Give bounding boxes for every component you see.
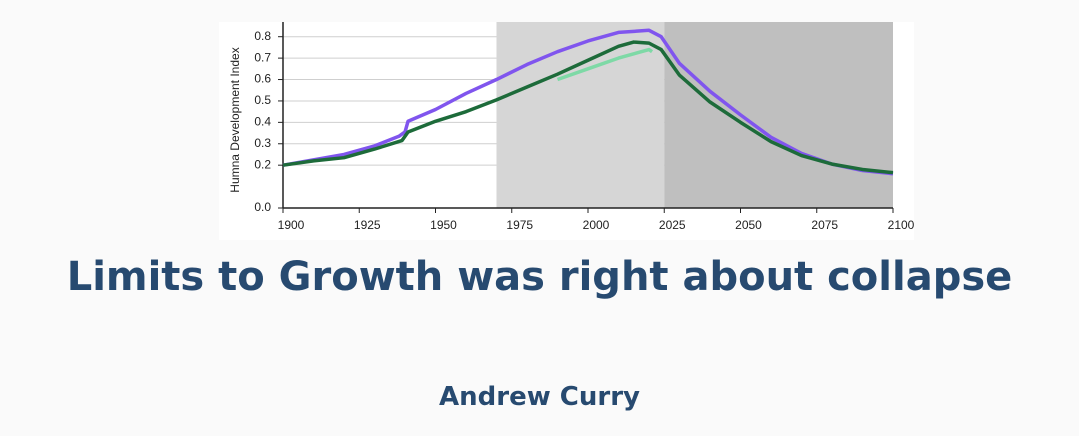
series-line	[556, 47, 654, 82]
shaded-region	[496, 22, 665, 208]
y-tick-label: 0.7	[254, 50, 271, 64]
author[interactable]: Andrew Curry	[439, 382, 640, 412]
chart: Humna Development Index 0.0 0.2 0.3 0.4 0.5 0…	[228, 22, 915, 233]
series-line	[282, 40, 894, 175]
y-tick-label: 0.4	[254, 115, 271, 129]
y-tick-label: 0.2	[254, 157, 271, 171]
y-tick-label: 0.3	[254, 136, 271, 150]
series-line	[282, 28, 894, 176]
x-tick-label: 2075	[811, 218, 838, 232]
y-tick-label: 0.8	[254, 29, 271, 43]
y-tick-label: 0.6	[254, 72, 271, 86]
shaded-region	[664, 22, 893, 208]
x-tick-label: 1950	[430, 218, 457, 232]
y-tick-label: 0.5	[254, 93, 271, 107]
y-tick-label: 0.0	[254, 200, 271, 214]
x-tick-label: 2100	[888, 218, 915, 232]
x-tick-label: 1900	[278, 218, 305, 232]
x-tick-label: 1925	[354, 218, 381, 232]
x-tick-label: 1975	[506, 218, 533, 232]
x-tick-label: 2050	[735, 218, 762, 232]
x-tick-label: 2000	[583, 218, 610, 232]
x-tick-label: 2025	[659, 218, 686, 232]
post-title[interactable]: Limits to Growth was right about collaps…	[66, 254, 1013, 300]
y-axis-label: Humna Development Index	[228, 47, 242, 192]
